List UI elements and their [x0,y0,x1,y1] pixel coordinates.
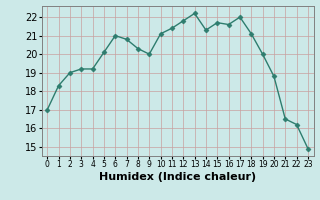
X-axis label: Humidex (Indice chaleur): Humidex (Indice chaleur) [99,172,256,182]
